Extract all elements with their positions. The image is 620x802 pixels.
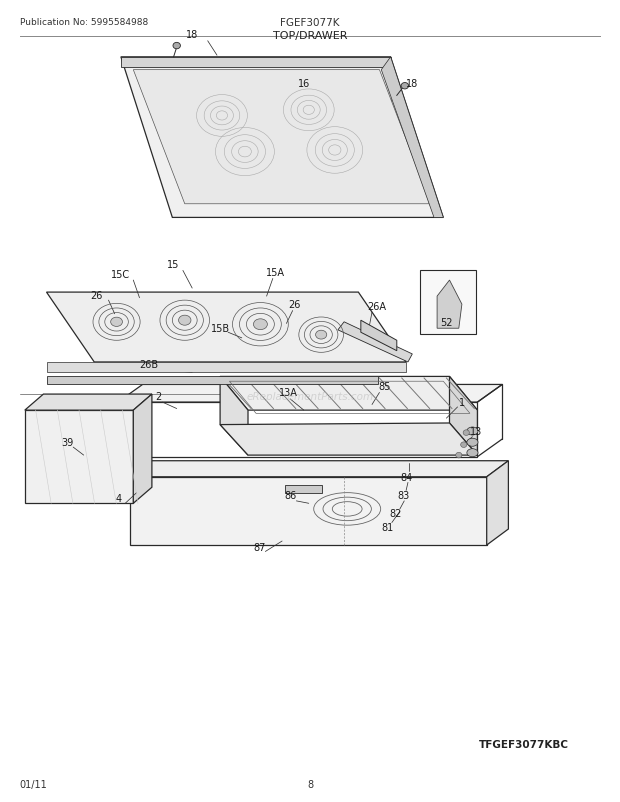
Polygon shape bbox=[220, 423, 477, 456]
Ellipse shape bbox=[173, 43, 180, 50]
Text: 18: 18 bbox=[406, 79, 419, 89]
Text: 13A: 13A bbox=[279, 388, 298, 398]
Text: 26A: 26A bbox=[368, 302, 386, 311]
Ellipse shape bbox=[401, 83, 409, 90]
Polygon shape bbox=[450, 377, 477, 456]
Text: 01/11: 01/11 bbox=[20, 780, 48, 789]
Text: 13: 13 bbox=[470, 427, 482, 436]
Polygon shape bbox=[25, 411, 133, 504]
Ellipse shape bbox=[467, 449, 478, 457]
Polygon shape bbox=[487, 461, 508, 545]
Polygon shape bbox=[118, 385, 502, 403]
Text: 2: 2 bbox=[155, 392, 161, 402]
Polygon shape bbox=[46, 377, 378, 385]
Text: 84: 84 bbox=[400, 472, 412, 482]
Text: 26B: 26B bbox=[140, 360, 158, 370]
Ellipse shape bbox=[463, 430, 469, 436]
Polygon shape bbox=[25, 395, 152, 411]
Text: 86: 86 bbox=[284, 491, 296, 500]
Text: TOP/DRAWER: TOP/DRAWER bbox=[273, 30, 347, 40]
Polygon shape bbox=[121, 58, 443, 218]
Polygon shape bbox=[220, 377, 477, 411]
Text: TFGEF3077KBC: TFGEF3077KBC bbox=[479, 739, 569, 749]
Ellipse shape bbox=[254, 319, 267, 330]
Text: 87: 87 bbox=[253, 542, 265, 552]
Polygon shape bbox=[130, 477, 487, 545]
Text: Publication No: 5995584988: Publication No: 5995584988 bbox=[20, 18, 148, 26]
Text: 15B: 15B bbox=[211, 324, 229, 334]
Text: FGEF3077K: FGEF3077K bbox=[280, 18, 340, 27]
Polygon shape bbox=[381, 58, 443, 218]
Text: 8: 8 bbox=[307, 780, 313, 789]
Ellipse shape bbox=[179, 316, 191, 326]
Text: 83: 83 bbox=[397, 491, 409, 500]
Ellipse shape bbox=[467, 427, 478, 435]
Polygon shape bbox=[338, 322, 412, 363]
Ellipse shape bbox=[467, 439, 478, 447]
Text: 1: 1 bbox=[459, 398, 465, 407]
Polygon shape bbox=[46, 363, 406, 373]
Polygon shape bbox=[133, 395, 152, 504]
Text: 18: 18 bbox=[186, 30, 198, 39]
Polygon shape bbox=[121, 58, 391, 68]
Text: 4: 4 bbox=[116, 494, 122, 504]
Text: eReplacementParts.com: eReplacementParts.com bbox=[246, 392, 374, 402]
Text: 15C: 15C bbox=[112, 269, 130, 279]
Text: 15A: 15A bbox=[267, 268, 285, 277]
Polygon shape bbox=[285, 485, 322, 493]
Text: 81: 81 bbox=[381, 523, 394, 533]
Ellipse shape bbox=[461, 442, 467, 448]
Polygon shape bbox=[130, 461, 508, 477]
Polygon shape bbox=[220, 377, 248, 456]
Text: 85: 85 bbox=[378, 382, 391, 391]
Text: 82: 82 bbox=[389, 508, 402, 518]
Ellipse shape bbox=[456, 452, 462, 458]
Polygon shape bbox=[133, 71, 431, 205]
Ellipse shape bbox=[316, 331, 327, 340]
Polygon shape bbox=[46, 293, 406, 363]
Text: 16: 16 bbox=[298, 79, 310, 89]
Polygon shape bbox=[361, 321, 397, 351]
FancyBboxPatch shape bbox=[420, 271, 476, 334]
Ellipse shape bbox=[110, 318, 123, 327]
Text: 15: 15 bbox=[167, 260, 180, 269]
Text: 39: 39 bbox=[61, 438, 73, 448]
Text: 52: 52 bbox=[440, 318, 453, 327]
Text: 26: 26 bbox=[90, 290, 102, 300]
Polygon shape bbox=[437, 281, 462, 329]
Text: 26: 26 bbox=[288, 300, 301, 310]
